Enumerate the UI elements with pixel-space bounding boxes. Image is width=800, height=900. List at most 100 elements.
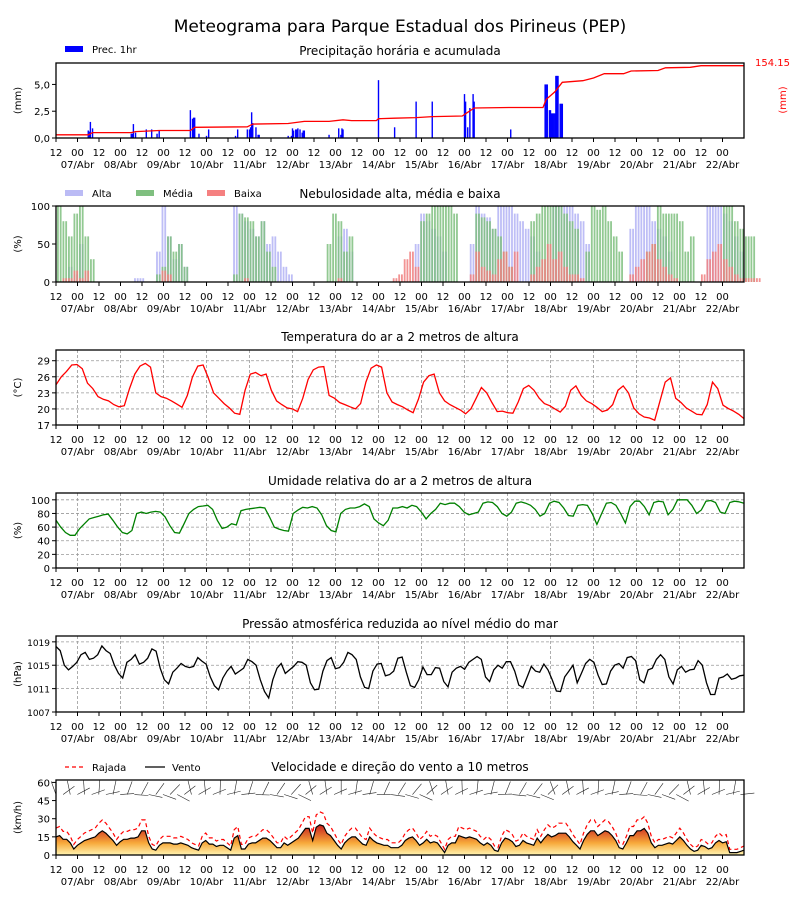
x-date-label: 21/Abr <box>663 734 697 745</box>
cloud-bar-middle <box>434 206 436 282</box>
x-date-label: 11/Abr <box>233 734 267 745</box>
x-date-label: 20/Abr <box>620 734 654 745</box>
wind-area <box>56 824 744 855</box>
x-tick-label: 12 <box>308 435 321 446</box>
x-tick-label: 12 <box>566 435 579 446</box>
x-tick-label: 00 <box>716 578 729 589</box>
wind-direction-arrow <box>184 785 196 795</box>
x-tick-label: 00 <box>200 865 213 876</box>
x-tick-label: 00 <box>157 578 170 589</box>
cloud-bar-middle <box>557 206 560 282</box>
precip-bar <box>338 128 340 138</box>
cloud-bar-low <box>161 270 164 282</box>
wind-direction-arrow <box>740 792 755 795</box>
wind-direction-arrow <box>576 787 589 795</box>
wind-direction-arrow <box>562 786 574 795</box>
x-tick-label: 12 <box>609 148 622 159</box>
x-date-label: 14/Abr <box>362 447 396 458</box>
x-date-label: 10/Abr <box>190 304 224 315</box>
cloud-bar-low <box>667 274 670 282</box>
x-tick-label: 12 <box>308 292 321 303</box>
wind-direction-arrow <box>324 780 328 795</box>
precip-bar <box>246 129 249 138</box>
precip-bar <box>561 103 564 138</box>
wind-direction-arrow <box>476 780 479 795</box>
cloud-bar-low <box>65 278 68 282</box>
cloud-bar-middle <box>158 274 161 282</box>
cloud-bar-low <box>511 266 513 282</box>
precip-bar <box>291 128 294 138</box>
cloud-bar-low <box>469 274 472 282</box>
cloud-bar-high <box>524 228 527 282</box>
x-tick-label: 12 <box>351 722 364 733</box>
cloud-bar-middle <box>183 266 186 282</box>
wind-direction-arrow <box>540 794 554 801</box>
x-tick-label: 00 <box>501 435 514 446</box>
cloud-bar-middle <box>478 213 480 282</box>
cloud-bar-low <box>632 274 634 282</box>
cloud-bar-low <box>84 270 87 282</box>
cloud-bar-low <box>513 251 516 282</box>
precip-bar <box>207 129 210 138</box>
x-tick-label: 00 <box>630 148 643 159</box>
wind-direction-arrow <box>676 794 689 802</box>
cloud-bar-middle <box>588 251 590 282</box>
x-date-label: 15/Abr <box>405 160 439 171</box>
x-tick-label: 12 <box>394 578 407 589</box>
cloud-bar-middle <box>348 236 351 282</box>
cloud-bar-high <box>629 228 632 282</box>
cloud-bar-middle <box>423 221 425 282</box>
cloud-bar-middle <box>84 236 87 282</box>
x-tick-label: 12 <box>179 435 192 446</box>
cloud-bar-low <box>395 278 398 282</box>
precip-bar <box>550 113 553 138</box>
precip-bar <box>296 129 298 138</box>
cloud-bar-low <box>246 278 249 282</box>
wind-direction-arrow <box>455 788 468 795</box>
x-tick-label: 00 <box>587 292 600 303</box>
legend-label: Rajada <box>92 763 126 774</box>
x-date-label: 21/Abr <box>663 877 697 888</box>
wind-direction-arrow <box>369 780 374 795</box>
precip-bar <box>290 135 293 138</box>
x-date-label: 12/Abr <box>276 590 310 601</box>
cloud-bar-low <box>676 278 679 282</box>
x-date-label: 11/Abr <box>233 590 267 601</box>
wind-direction-arrow <box>212 788 226 795</box>
cloud-bar-low <box>417 266 420 282</box>
x-date-label: 13/Abr <box>319 590 353 601</box>
wind-direction-arrow <box>148 794 163 798</box>
cloud-bar-middle <box>673 213 676 282</box>
cloud-bar-low <box>552 259 555 282</box>
wind-direction-arrow <box>582 780 584 795</box>
cloud-bar-low <box>582 278 585 282</box>
cloud-bar-low <box>475 251 478 282</box>
cloud-bar-middle <box>235 274 238 282</box>
x-date-label: 15/Abr <box>405 304 439 315</box>
x-date-label: 13/Abr <box>319 877 353 888</box>
precip-bar <box>549 110 552 138</box>
panel-pressure: Pressão atmosférica reduzida ao nível mé… <box>13 617 745 745</box>
cloud-bar-high <box>511 206 513 282</box>
cloud-bar-high <box>634 206 637 282</box>
cloud-bar-low <box>500 259 502 282</box>
wind-direction-arrow <box>604 791 619 795</box>
y-tick-label: 30 <box>37 815 50 826</box>
cloud-bar-high <box>156 251 158 282</box>
accumulated-line <box>56 65 744 136</box>
panel-title: Velocidade e direção do vento a 10 metro… <box>271 760 528 774</box>
cloud-bar-middle <box>733 221 736 282</box>
precip-bar <box>473 101 475 138</box>
cloud-bar-middle <box>692 236 695 282</box>
wind-direction-arrow <box>233 780 237 795</box>
x-date-label: 16/Abr <box>448 734 482 745</box>
cloud-bar-low <box>665 266 668 282</box>
cloud-bar-middle <box>742 228 745 282</box>
x-date-label: 19/Abr <box>577 590 611 601</box>
cloud-bar-high <box>502 206 505 282</box>
precip-bar <box>258 134 260 138</box>
y-tick-label: 1007 <box>27 709 50 719</box>
y-tick-label: 60 <box>37 523 50 534</box>
cloud-bar-high <box>158 251 161 282</box>
x-tick-label: 00 <box>114 722 127 733</box>
